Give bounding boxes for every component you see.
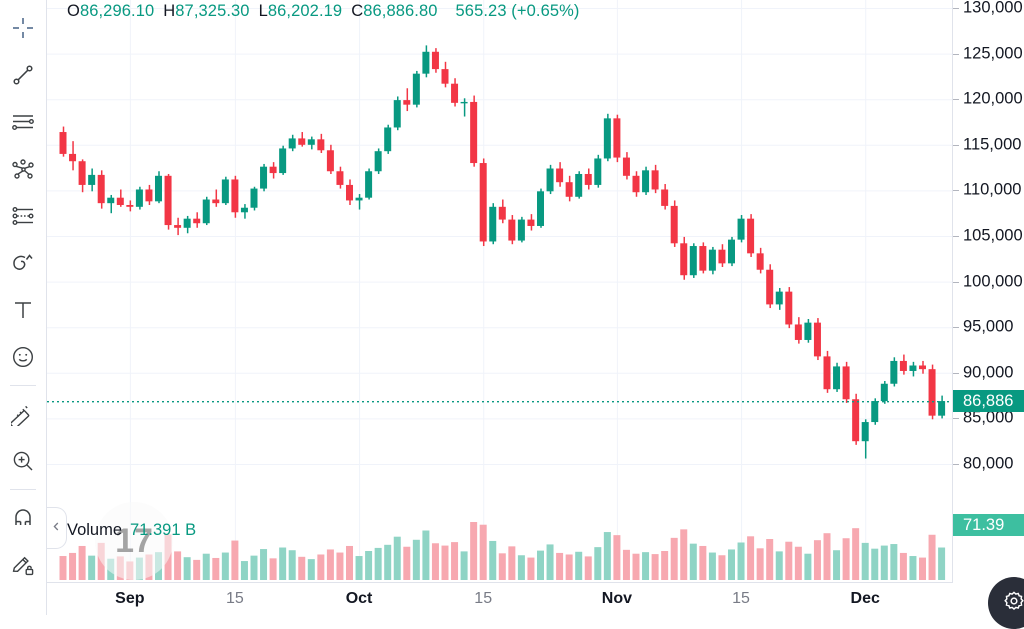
price-tick-label: 115,000 xyxy=(963,135,1022,154)
brush-icon xyxy=(11,251,35,275)
prediction-tools-button[interactable] xyxy=(4,197,42,235)
patterns-tool-button[interactable] xyxy=(4,150,42,188)
ohlc-close-label: C xyxy=(351,2,364,20)
ohlc-change-value: 565.23 (+0.65%) xyxy=(455,2,580,20)
price-pane[interactable] xyxy=(47,0,1024,497)
time-tick-label: Nov xyxy=(601,590,633,607)
price-tick-mark xyxy=(953,53,959,55)
price-tick-mark xyxy=(953,372,959,374)
ohlc-open-value: 86,296.10 xyxy=(79,2,155,20)
chart-container[interactable]: 17 O86,296.10 H87,325.30 L86,202.19 C86,886… xyxy=(47,0,1024,629)
price-tick-label: 90,000 xyxy=(963,363,1014,382)
current-volume-badge[interactable]: 71.39 xyxy=(953,514,1024,536)
collapse-pane-button[interactable] xyxy=(47,507,67,549)
ohlc-high-value: 87,325.30 xyxy=(175,2,250,20)
time-tick-label: 15 xyxy=(732,590,750,607)
toolbar-divider-2 xyxy=(10,489,36,490)
prediction-icon xyxy=(11,204,35,228)
price-tick-label: 85,000 xyxy=(963,408,1014,427)
ohlc-close-value: 86,886.80 xyxy=(363,2,438,20)
volume-legend-label: Volume xyxy=(67,521,123,539)
crosshair-icon xyxy=(11,16,35,40)
magnet-icon xyxy=(11,506,35,530)
ohlc-low-label: L xyxy=(258,2,268,20)
time-tick-label: Dec xyxy=(850,590,880,607)
price-tick-mark xyxy=(953,99,959,101)
chevron-left-icon xyxy=(51,519,62,537)
price-tick-mark xyxy=(953,418,959,420)
price-tick-mark xyxy=(953,281,959,283)
volume-legend-value: 71.391 B xyxy=(130,521,197,539)
text-tool-button[interactable] xyxy=(4,291,42,329)
zoom-in-icon xyxy=(11,449,35,473)
ohlc-legend[interactable]: O86,296.10 H87,325.30 L86,202.19 C86,886.80… xyxy=(67,2,580,21)
ohlc-low-value: 86,202.19 xyxy=(267,2,343,20)
pattern-icon xyxy=(11,157,35,181)
magnet-mode-button[interactable] xyxy=(4,499,42,537)
ohlc-open-label: O xyxy=(67,2,80,20)
measure-tool-button[interactable] xyxy=(4,395,42,433)
price-tick-label: 100,000 xyxy=(963,272,1023,291)
time-axis[interactable]: Sep 15 Oct 15 Nov 15 Dec xyxy=(47,582,953,615)
price-tick-label: 80,000 xyxy=(963,454,1014,473)
gear-icon xyxy=(1003,590,1024,617)
trend-line-tool-button[interactable] xyxy=(4,56,42,94)
price-tick-mark xyxy=(953,464,959,465)
current-price-badge[interactable]: 86,886 xyxy=(953,390,1024,413)
zoom-in-tool-button[interactable] xyxy=(4,442,42,480)
price-tick-mark xyxy=(953,144,959,146)
current-price-value: 86,886 xyxy=(963,392,1014,411)
time-tick-label: Oct xyxy=(345,590,373,607)
ruler-icon xyxy=(11,402,35,426)
time-tick-label: 15 xyxy=(225,590,244,607)
drawing-toolbar xyxy=(0,0,47,615)
trend-line-icon xyxy=(11,63,35,87)
stickers-tool-button[interactable] xyxy=(4,338,42,376)
pencil-lock-icon xyxy=(11,553,35,577)
price-tick-label: 130,000 xyxy=(963,0,1023,17)
time-tick-label: Sep xyxy=(115,590,145,607)
emoji-icon xyxy=(11,345,35,369)
price-tick-mark xyxy=(953,327,959,329)
lock-drawings-button[interactable] xyxy=(4,546,42,584)
price-tick-mark xyxy=(953,8,959,9)
price-tick-mark xyxy=(953,190,959,192)
time-tick-label: 15 xyxy=(474,590,493,607)
text-icon xyxy=(11,298,35,322)
price-gridlines xyxy=(47,0,953,497)
price-tick-label: 105,000 xyxy=(963,226,1023,245)
volume-legend[interactable]: Volume 71.391 B xyxy=(67,521,196,540)
price-tick-label: 120,000 xyxy=(963,89,1023,108)
gann-fibonacci-tool-button[interactable] xyxy=(4,103,42,141)
current-volume-value: 71.39 xyxy=(963,516,1005,534)
ohlc-high-label: H xyxy=(163,2,176,20)
crosshair-tool-button[interactable] xyxy=(4,9,42,47)
candlestick-series xyxy=(47,45,953,459)
price-tick-mark xyxy=(953,236,959,237)
brush-tool-button[interactable] xyxy=(4,244,42,282)
horizontal-lines-icon xyxy=(11,110,35,134)
price-axis[interactable]: 130,000 125,000 120,000 115,000 110,000 105,0… xyxy=(952,0,1024,583)
toolbar-divider-1 xyxy=(10,385,36,386)
price-tick-label: 110,000 xyxy=(963,180,1022,199)
price-tick-label: 125,000 xyxy=(963,44,1023,63)
price-tick-label: 95,000 xyxy=(963,317,1014,336)
